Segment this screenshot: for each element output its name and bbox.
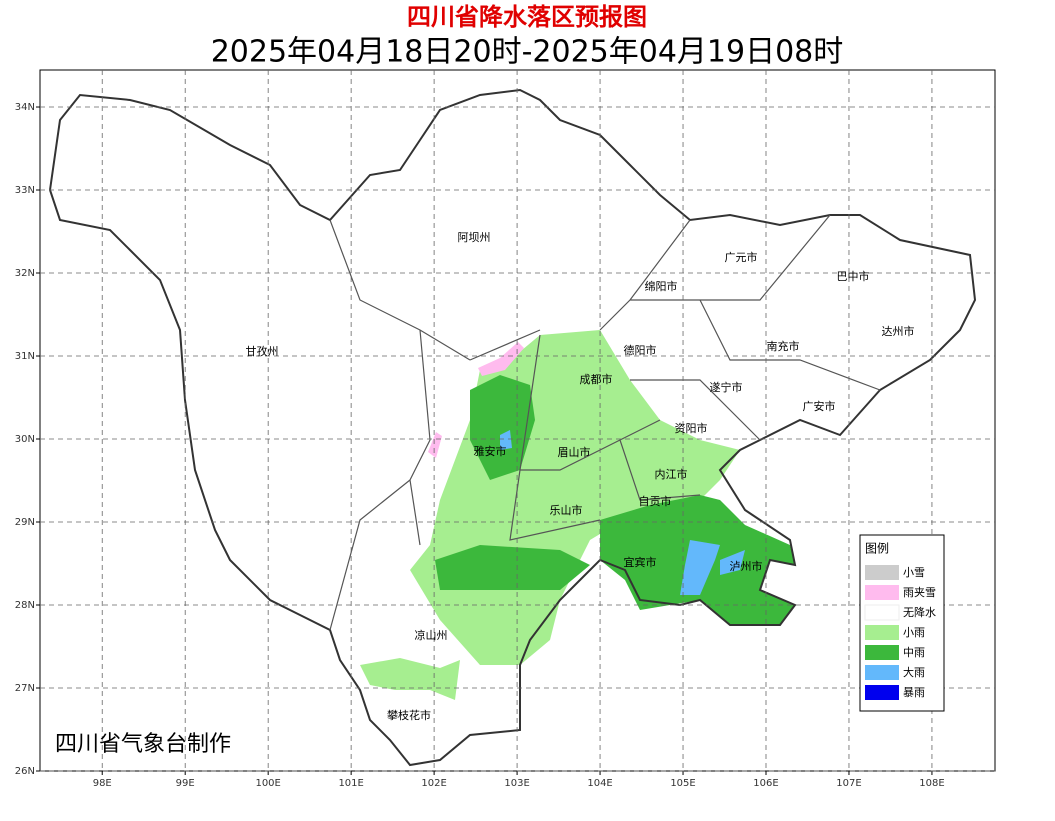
precip-light: [360, 330, 740, 700]
map: [36, 69, 996, 775]
x-tick-label: 107E: [836, 778, 861, 789]
legend-swatch: [865, 645, 899, 660]
precip-sleet: [428, 342, 524, 458]
subtitle: 2025年04月18日20时-2025年04月19日08时: [211, 35, 844, 70]
x-tick-label: 106E: [753, 778, 778, 789]
x-tick-label: 104E: [587, 778, 612, 789]
city-label: 遂宁市: [710, 380, 743, 394]
y-tick-label: 32N: [15, 268, 35, 279]
city-label: 绵阳市: [645, 279, 678, 293]
city-label: 阿坝州: [458, 230, 491, 244]
district-borders: [329, 214, 881, 631]
city-label: 攀枝花市: [387, 708, 431, 722]
city-label: 成都市: [580, 372, 613, 386]
city-label: 泸州市: [730, 559, 763, 573]
city-label: 南充市: [767, 339, 800, 353]
city-label: 巴中市: [837, 269, 870, 283]
legend-swatch: [865, 585, 899, 600]
city-label: 眉山市: [558, 445, 591, 459]
city-label: 内江市: [655, 467, 688, 481]
x-tick-label: 101E: [338, 778, 363, 789]
legend-swatch: [864, 604, 900, 621]
legend-swatch: [865, 685, 899, 700]
legend-label: 中雨: [903, 646, 925, 659]
city-label: 雅安市: [474, 444, 507, 458]
x-tick-label: 102E: [421, 778, 446, 789]
y-tick-label: 33N: [15, 185, 35, 196]
legend-label: 暴雨: [903, 686, 925, 699]
y-tick-label: 28N: [15, 600, 35, 611]
legend-label: 无降水: [903, 605, 936, 619]
legend-swatch: [865, 565, 899, 580]
y-tick-label: 30N: [15, 434, 35, 445]
y-tick-label: 34N: [15, 102, 35, 113]
city-labels: 阿坝州 甘孜州 广元市 巴中市 绵阳市 德阳市 南充市 达州市 成都市 遂宁市 …: [246, 230, 915, 722]
city-label: 宜宾市: [624, 555, 657, 569]
legend-label: 小雪: [903, 566, 925, 579]
city-label: 自贡市: [639, 494, 672, 508]
x-tick-label: 103E: [504, 778, 529, 789]
legend-title: 图例: [865, 542, 889, 556]
city-label: 德阳市: [624, 343, 657, 357]
city-label: 乐山市: [550, 503, 583, 517]
title: 四川省降水落区预报图: [407, 3, 647, 31]
city-label: 甘孜州: [246, 344, 279, 358]
city-label: 广安市: [803, 399, 836, 413]
city-label: 资阳市: [675, 421, 708, 435]
y-tick-label: 31N: [15, 351, 35, 362]
legend-label: 小雨: [903, 626, 925, 639]
province-outline: [48, 88, 977, 767]
legend-box: [859, 534, 945, 712]
credit: 四川省气象台制作: [55, 732, 231, 757]
x-tick-label: 100E: [255, 778, 280, 789]
legend-swatch: [865, 665, 899, 680]
city-label: 达州市: [882, 324, 915, 338]
legend-label: 雨夹雪: [903, 586, 936, 599]
x-tick-label: 108E: [919, 778, 944, 789]
legend-label: 大雨: [903, 665, 925, 679]
y-tick-label: 27N: [15, 683, 35, 694]
y-tick-label: 26N: [15, 766, 35, 777]
legend-swatch: [865, 625, 899, 640]
city-label: 凉山州: [415, 628, 448, 642]
x-tick-label: 99E: [176, 778, 195, 789]
y-tick-label: 29N: [15, 517, 35, 528]
x-tick-label: 98E: [93, 778, 112, 789]
city-label: 广元市: [725, 250, 758, 264]
x-tick-label: 105E: [670, 778, 695, 789]
